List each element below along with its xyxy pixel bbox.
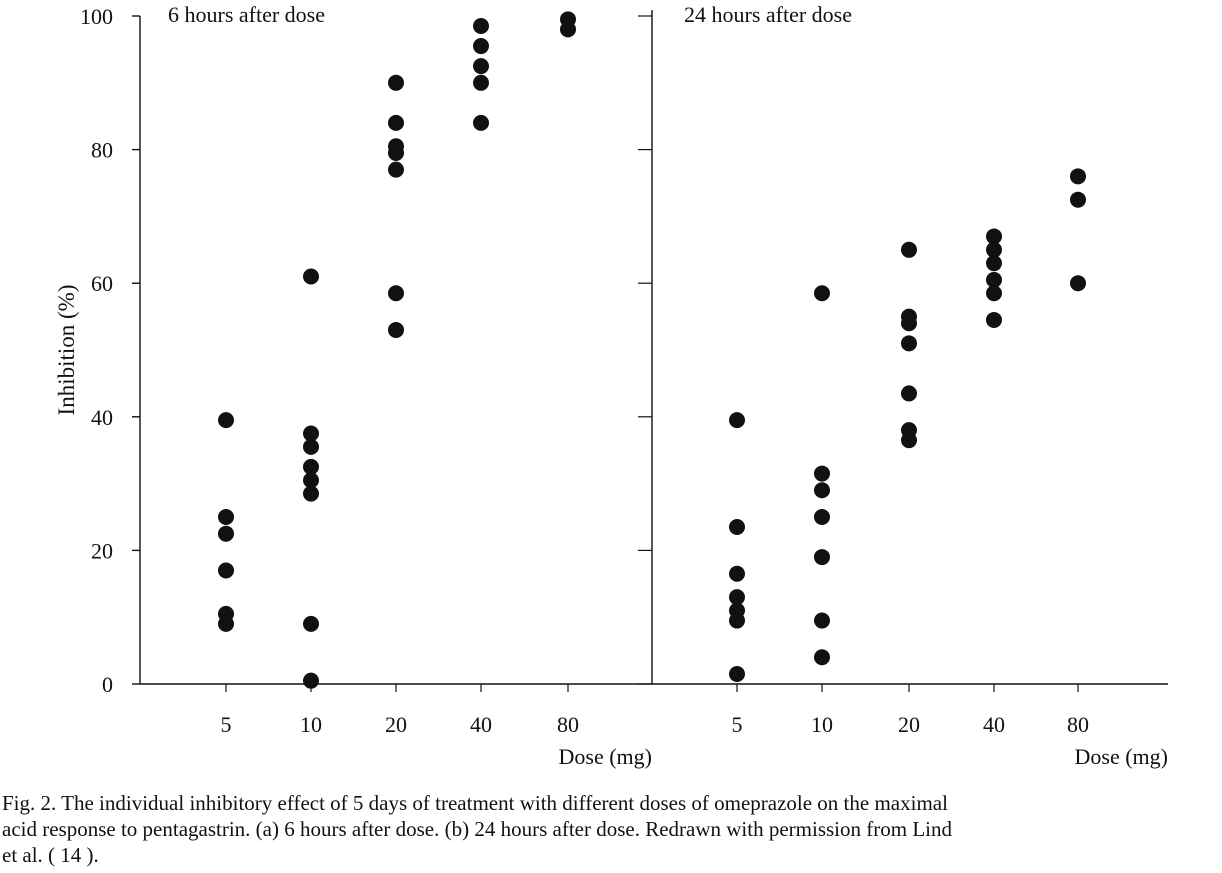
panel-2-data-point bbox=[1070, 168, 1086, 185]
panel-1-data-point bbox=[473, 114, 489, 131]
panel-2-data-point bbox=[814, 649, 830, 666]
panel-1-y-tick-label: 100 bbox=[80, 4, 113, 29]
panel-1-data-point bbox=[218, 509, 234, 525]
panel-1-data-point bbox=[303, 458, 319, 475]
panel-2-data-point bbox=[901, 335, 917, 352]
panel-2-x-tick-label-80: 80 bbox=[1067, 712, 1089, 737]
panel-1-x-tick-label-40: 40 bbox=[470, 712, 492, 737]
panel-2-data-point bbox=[986, 271, 1002, 288]
panel-1-y-tick-label: 40 bbox=[91, 405, 113, 430]
panel-2-data-point bbox=[814, 465, 830, 482]
panel-1-x-tick-label-80: 80 bbox=[557, 712, 579, 737]
caption-line-3: et al. ( 14 ). bbox=[2, 843, 99, 867]
panel-2-data-point bbox=[1070, 191, 1086, 208]
panel-1-y-tick-label: 0 bbox=[102, 672, 113, 697]
panel-1-data-point bbox=[388, 74, 404, 91]
panel-2-data-point bbox=[901, 385, 917, 402]
caption-line-1: Fig. 2. The individual inhibitory effect… bbox=[2, 791, 948, 815]
panel-2-data-point bbox=[901, 241, 917, 258]
panel-1-data-point bbox=[473, 74, 489, 91]
panel-1-data-point bbox=[473, 38, 489, 55]
panel-2-data-point bbox=[729, 565, 745, 582]
figure-caption: Fig. 2. The individual inhibitory effect… bbox=[2, 790, 1220, 868]
panel-1-data-point bbox=[303, 438, 319, 455]
panel-1-data-point bbox=[303, 425, 319, 442]
panel-1-y-tick-label: 80 bbox=[91, 138, 113, 163]
panel-2-data-point bbox=[729, 665, 745, 682]
panel-2-data-point bbox=[901, 315, 917, 332]
panel-1-data-point bbox=[388, 114, 404, 131]
panel-2-data-point bbox=[986, 285, 1002, 302]
panel-1-data-point bbox=[303, 615, 319, 632]
panel-1-x-tick-label-5: 5 bbox=[221, 712, 232, 737]
panel-1-x-tick-label-10: 10 bbox=[300, 712, 322, 737]
panel-1-data-point bbox=[560, 21, 576, 38]
panel-1-y-tick-label: 20 bbox=[91, 538, 113, 563]
panel-2-data-point bbox=[986, 241, 1002, 258]
panel-2-x-tick-label-10: 10 bbox=[811, 712, 833, 737]
panel-1-title: 6 hours after dose bbox=[168, 2, 325, 27]
panel-2-data-point bbox=[814, 549, 830, 566]
panel-2-data-point bbox=[986, 255, 1002, 272]
caption-line-2: acid response to pentagastrin. (a) 6 hou… bbox=[2, 817, 952, 841]
panel-2-data-point bbox=[986, 228, 1002, 245]
panel-2-data-point bbox=[729, 412, 745, 429]
panel-2-data-point bbox=[986, 311, 1002, 328]
panel-2-data-point bbox=[1070, 275, 1086, 292]
panel-2-x-tick-label-20: 20 bbox=[898, 712, 920, 737]
panel-1-data-point bbox=[473, 18, 489, 35]
panel-1-data-point bbox=[473, 58, 489, 75]
panel-1-data-point bbox=[303, 268, 319, 285]
panel-1-data-point bbox=[388, 144, 404, 161]
panel-1-data-point bbox=[388, 285, 404, 302]
panel-1-y-axis-label: Inhibition (%) bbox=[54, 285, 79, 416]
panel-2-x-axis-label: Dose (mg) bbox=[1075, 744, 1168, 769]
panel-1-data-point bbox=[218, 412, 234, 429]
panel-2-data-point bbox=[814, 285, 830, 302]
panel-2-data-point bbox=[814, 482, 830, 499]
panel-1-x-axis-label: Dose (mg) bbox=[559, 744, 652, 769]
figure-chart: 0 20 40 60 80 100 Inhibition (%) 5 10 20 40 80 Dose … bbox=[54, 2, 1168, 769]
panel-2-x-tick-label-40: 40 bbox=[983, 712, 1005, 737]
panel-1-data-point bbox=[388, 161, 404, 178]
panel-1-data-point bbox=[303, 472, 319, 489]
panel-2-data-point bbox=[814, 612, 830, 629]
panel-2-x-tick-label-5: 5 bbox=[732, 712, 743, 737]
panel-2-title: 24 hours after dose bbox=[684, 2, 852, 27]
panel-2-data-point bbox=[729, 612, 745, 629]
panel-1-data-point bbox=[303, 672, 319, 689]
panel-2-data-point bbox=[814, 509, 830, 525]
panel-1-data-point bbox=[388, 321, 404, 338]
panel-1-data-point bbox=[218, 615, 234, 632]
panel-2-data-point bbox=[901, 432, 917, 449]
panel-1-x-tick-label-20: 20 bbox=[385, 712, 407, 737]
panel-1-data-point bbox=[218, 562, 234, 579]
panel-1-y-tick-label: 60 bbox=[91, 271, 113, 296]
panel-2-data-point bbox=[729, 589, 745, 606]
panel-2-data-point bbox=[729, 519, 745, 536]
panel-1-data-point bbox=[218, 525, 234, 542]
panel-1-data-point bbox=[303, 485, 319, 502]
